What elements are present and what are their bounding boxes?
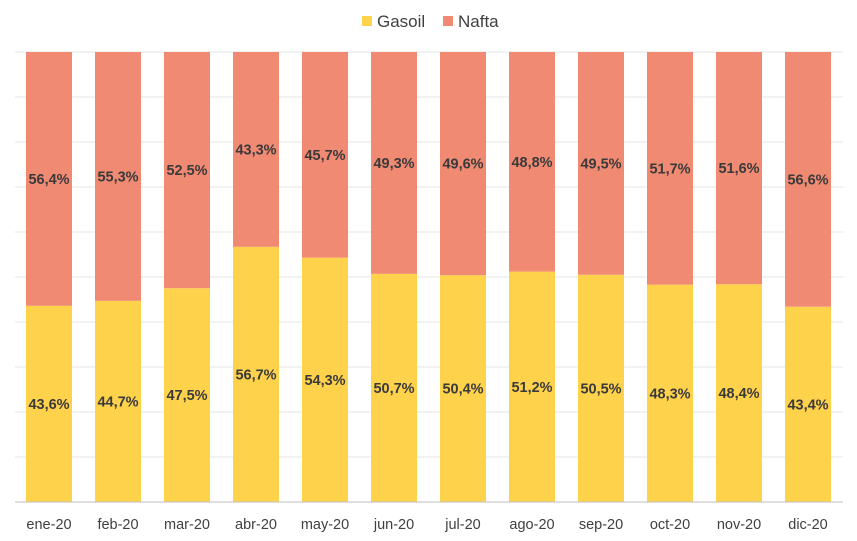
x-tick-label: abr-20: [235, 517, 277, 533]
data-label-gasoil: 44,7%: [97, 394, 138, 410]
data-label-nafta: 48,8%: [511, 155, 552, 171]
data-label-gasoil: 51,2%: [511, 380, 552, 396]
bar-nafta-abr-20: [233, 52, 279, 247]
bar-nafta-dic-20: [785, 52, 831, 307]
bar-nafta-sep-20: [578, 52, 624, 275]
data-label-gasoil: 50,5%: [580, 381, 621, 397]
data-label-nafta: 55,3%: [97, 169, 138, 185]
bar-gasoil-nov-20: [716, 284, 762, 502]
data-label-nafta: 52,5%: [166, 163, 207, 179]
bars: [26, 52, 831, 502]
bar-nafta-feb-20: [95, 52, 141, 301]
data-label-nafta: 43,3%: [235, 142, 276, 158]
data-label-gasoil: 48,4%: [718, 386, 759, 402]
data-label-nafta: 49,6%: [442, 157, 483, 173]
data-label-gasoil: 47,5%: [166, 388, 207, 404]
data-labels: 43,6% 56,4% 44,7% 55,3% 47,5% 52,5% 56,7% 43,3%…: [28, 142, 828, 413]
bar-nafta-ene-20: [26, 52, 72, 306]
data-label-gasoil: 43,6%: [28, 397, 69, 413]
bar-nafta-mar-20: [164, 52, 210, 289]
legend-swatch-gasoil: [362, 16, 372, 26]
bar-nafta-jul-20: [440, 52, 486, 276]
bar-gasoil-ago-20: [509, 271, 555, 502]
data-label-nafta: 51,6%: [718, 161, 759, 177]
legend-label-gasoil: Gasoil: [377, 12, 425, 31]
data-label-gasoil: 50,4%: [442, 382, 483, 398]
x-tick-label: oct-20: [650, 517, 690, 533]
x-tick-label: sep-20: [579, 517, 623, 533]
bar-gasoil-jun-20: [371, 273, 417, 502]
data-label-gasoil: 43,4%: [787, 397, 828, 413]
legend-swatch-nafta: [443, 16, 453, 26]
bar-gasoil-jul-20: [440, 275, 486, 502]
bar-nafta-may-20: [302, 52, 348, 258]
x-tick-label: jul-20: [444, 517, 480, 533]
x-tick-label: may-20: [301, 517, 349, 533]
x-tick-label: dic-20: [788, 517, 828, 533]
data-label-nafta: 56,6%: [787, 172, 828, 188]
bar-nafta-jun-20: [371, 52, 417, 274]
data-label-nafta: 49,5%: [580, 156, 621, 172]
legend: Gasoil Nafta: [362, 12, 499, 31]
data-label-nafta: 51,7%: [649, 161, 690, 177]
data-label-gasoil: 54,3%: [304, 373, 345, 389]
gridlines: [15, 51, 843, 458]
x-tick-label: ago-20: [509, 517, 554, 533]
x-tick-label: jun-20: [373, 517, 414, 533]
bar-gasoil-ene-20: [26, 305, 72, 502]
x-tick-label: feb-20: [97, 517, 138, 533]
bar-gasoil-may-20: [302, 257, 348, 502]
data-label-gasoil: 56,7%: [235, 367, 276, 383]
bar-gasoil-dic-20: [785, 306, 831, 502]
bar-gasoil-abr-20: [233, 246, 279, 502]
legend-label-nafta: Nafta: [458, 12, 499, 31]
x-tick-label: nov-20: [717, 517, 761, 533]
bar-nafta-ago-20: [509, 52, 555, 272]
data-label-nafta: 49,3%: [373, 156, 414, 172]
bar-gasoil-feb-20: [95, 300, 141, 502]
bar-gasoil-mar-20: [164, 288, 210, 502]
x-axis-ticks: ene-20 feb-20 mar-20 abr-20 may-20 jun-20 jul-…: [26, 517, 827, 533]
data-label-gasoil: 50,7%: [373, 381, 414, 397]
bar-gasoil-oct-20: [647, 284, 693, 502]
x-tick-label: mar-20: [164, 517, 210, 533]
x-tick-label: ene-20: [26, 517, 71, 533]
bar-nafta-oct-20: [647, 52, 693, 285]
bar-nafta-nov-20: [716, 52, 762, 285]
data-label-gasoil: 48,3%: [649, 386, 690, 402]
data-label-nafta: 56,4%: [28, 172, 69, 188]
bar-gasoil-sep-20: [578, 274, 624, 502]
data-label-nafta: 45,7%: [304, 148, 345, 164]
